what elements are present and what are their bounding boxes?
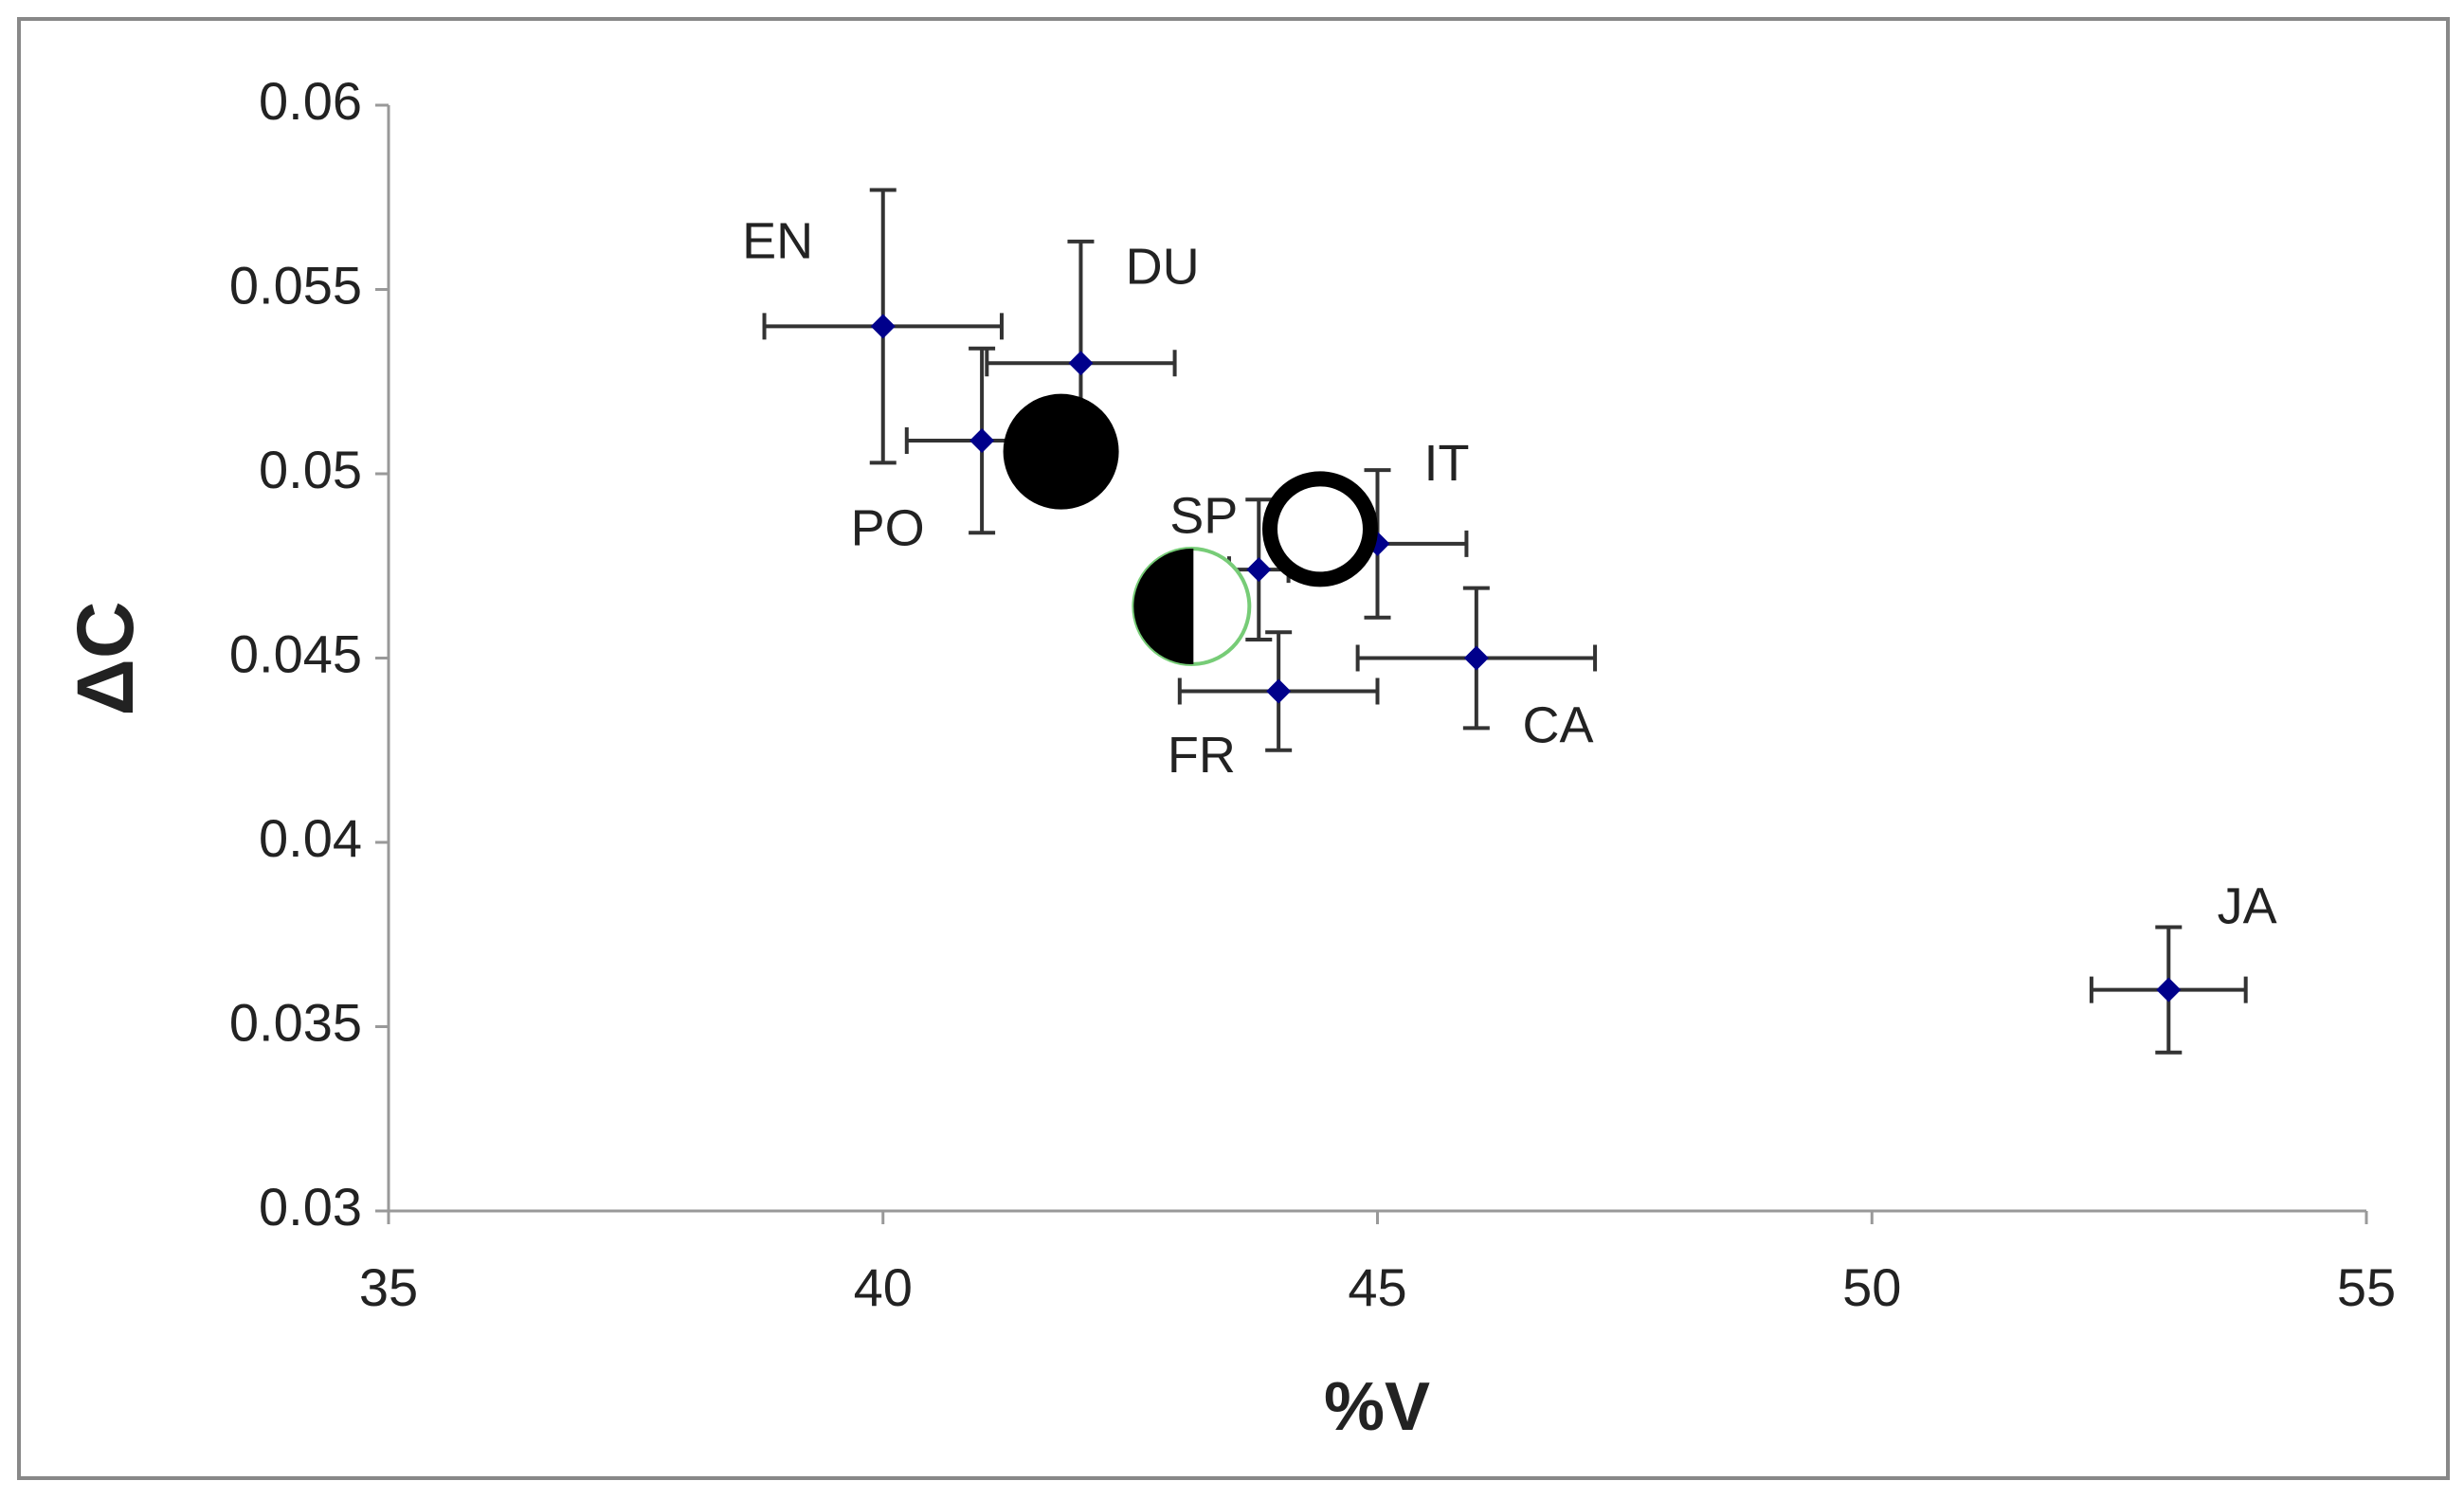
x-tick-label: 45	[1348, 1257, 1406, 1317]
x-tick-label: 50	[1842, 1257, 1901, 1317]
x-axis-title: %V	[1324, 1369, 1430, 1445]
overlay-marker	[1003, 393, 1119, 510]
y-tick-label: 0.055	[229, 255, 362, 315]
point	[969, 427, 995, 453]
y-tick-label: 0.03	[259, 1177, 362, 1237]
y-tick-label: 0.045	[229, 623, 362, 683]
y-tick-label: 0.035	[229, 992, 362, 1052]
point-label: DU	[1126, 239, 1200, 296]
overlay-marker	[1132, 547, 1252, 667]
x-tick-label: 35	[359, 1257, 418, 1317]
point-label: IT	[1423, 435, 1469, 492]
y-tick-label: 0.04	[259, 808, 362, 868]
x-tick-label: 40	[854, 1257, 913, 1317]
point-label: PO	[851, 499, 925, 556]
point-label: CA	[1523, 696, 1594, 753]
point	[1463, 645, 1489, 671]
point-label: SP	[1169, 487, 1238, 544]
point-label: JA	[2218, 877, 2277, 934]
point	[1266, 678, 1292, 704]
point	[1068, 351, 1094, 376]
y-axis-title: ΔC	[61, 601, 150, 715]
y-tick-label: 0.06	[259, 71, 362, 131]
x-tick-label: 55	[2337, 1257, 2396, 1317]
point	[1246, 557, 1272, 583]
point	[870, 314, 896, 339]
overlay-half-fill	[1133, 549, 1192, 665]
point-label: EN	[742, 212, 813, 269]
point-label: FR	[1168, 727, 1236, 784]
chart-frame	[17, 17, 2450, 1480]
y-tick-label: 0.05	[259, 440, 362, 499]
overlay-marker	[1261, 471, 1378, 587]
point	[2156, 977, 2182, 1002]
